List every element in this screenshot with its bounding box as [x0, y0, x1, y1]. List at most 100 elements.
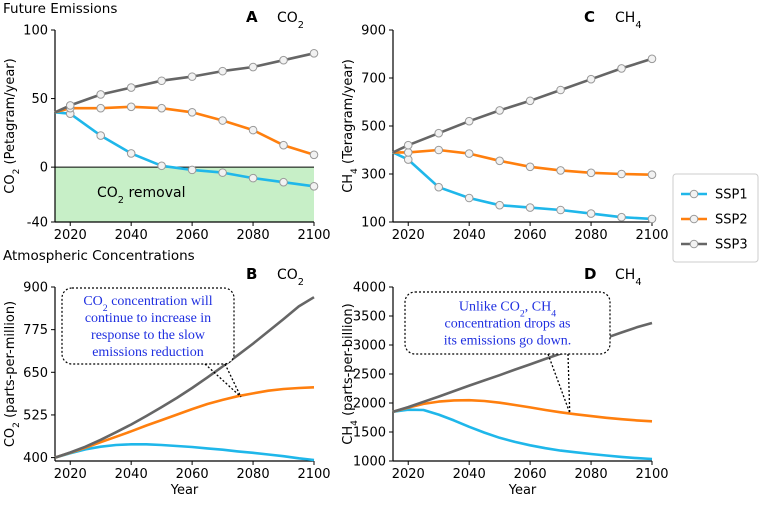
y-axis-label: CH4 (parts-per-billion): [341, 303, 360, 444]
y-tick-label: 0: [40, 161, 48, 176]
x-axis-label: Year: [508, 483, 537, 498]
panel-letter: D: [584, 265, 596, 283]
series-line-SSP1: [54, 442, 315, 462]
annotation-pointer: [224, 363, 242, 398]
x-tick-label: 2100: [635, 467, 668, 482]
data-point-SSP3: [464, 116, 474, 126]
section-title-concentrations: Atmospheric Concentrations: [3, 248, 195, 264]
panel-letter: C: [584, 8, 595, 26]
data-point-SSP1: [279, 177, 288, 187]
data-point-SSP2: [495, 156, 504, 166]
data-point-SSP2: [96, 103, 106, 113]
data-point-SSP1: [525, 203, 535, 212]
series-line-SSP3: [54, 296, 315, 459]
data-point-SSP1: [157, 161, 166, 171]
data-point-SSP1: [556, 205, 565, 215]
legend: SSP1 SSP2 SSP3: [672, 173, 759, 263]
annotation-pointer: [567, 353, 571, 413]
panel-letter: B: [246, 265, 257, 283]
y-tick-label: 1500: [353, 426, 386, 441]
legend-label-SSP2: SSP2: [715, 213, 748, 228]
data-point-SSP2: [187, 107, 197, 117]
x-tick-label: 2060: [514, 228, 547, 243]
data-point-SSP2: [309, 150, 319, 160]
data-point-SSP1: [495, 200, 504, 210]
panel-title: CH4: [615, 10, 642, 31]
data-point-SSP3: [309, 49, 319, 58]
panel-D: 2020 2040 2060 2080 2100 1000 1500 2000 2500 3000…: [341, 265, 669, 498]
data-point-SSP2: [586, 168, 596, 178]
legend-marker-SSP2: [689, 214, 699, 224]
data-point-SSP2: [248, 125, 258, 135]
y-tick-label: 100: [361, 216, 386, 231]
data-point-SSP1: [248, 173, 258, 183]
data-point-SSP1: [187, 165, 197, 175]
data-point-SSP2: [126, 102, 136, 112]
series-line-SSP3: [392, 57, 653, 154]
removal-label: CO2 removal: [97, 185, 186, 206]
y-tick-label: 775: [23, 323, 48, 338]
x-tick-label: 2080: [237, 467, 270, 482]
data-point-SSP2: [525, 162, 535, 172]
data-point-SSP3: [248, 62, 258, 72]
data-point-SSP2: [647, 170, 657, 180]
y-tick-label: 2000: [353, 397, 386, 412]
y-tick-label: 400: [23, 451, 48, 466]
data-point-SSP3: [495, 106, 504, 115]
data-point-SSP3: [617, 64, 626, 73]
x-tick-label: 2060: [176, 228, 209, 243]
panel-title: CH4: [615, 267, 642, 288]
x-tick-label: 2040: [453, 467, 486, 482]
data-point-SSP1: [617, 212, 626, 222]
data-point-SSP1: [309, 182, 319, 191]
y-tick-label: 4000: [353, 281, 386, 296]
annotation-text: its emissions go down.: [444, 334, 572, 349]
annotation-text: continue to increase in: [85, 311, 211, 326]
data-point-SSP3: [96, 90, 106, 99]
series-line-SSP2: [54, 105, 315, 157]
panel-A: CO2 removal 2020 2040 2060 2080 2100 -40 0 50 100…: [3, 8, 331, 243]
series-line-SSP1: [392, 151, 653, 221]
annotation-pointer: [547, 353, 571, 414]
series-line-SSP1: [392, 408, 653, 461]
annotation-box: [404, 291, 611, 355]
data-point-SSP1: [126, 149, 136, 158]
x-axis-label: Year: [170, 483, 199, 498]
y-tick-label: 900: [361, 24, 386, 39]
legend-label-SSP3: SSP3: [715, 238, 748, 253]
x-tick-label: 2020: [392, 467, 425, 482]
panel-C: 2020 2040 2060 2080 2100 100 300 500 700 900 CH4 (…: [341, 8, 669, 243]
panels: CO2 removal 2020 2040 2060 2080 2100 -40 0 50 100…: [3, 8, 669, 498]
annotation-text: response to the slow: [91, 328, 206, 343]
data-point-SSP1: [586, 209, 596, 218]
data-point-SSP3: [279, 55, 288, 65]
data-point-SSP3: [403, 140, 413, 150]
y-axis-label: CO2 (Petagram/year): [3, 58, 22, 193]
x-tick-label: 2020: [54, 467, 87, 482]
data-point-SSP1: [647, 214, 657, 224]
data-point-SSP1: [464, 193, 474, 203]
y-tick-label: 100: [23, 24, 48, 39]
annotation-box: [61, 287, 235, 365]
series-line-SSP2: [54, 386, 315, 459]
series-line-SSP1: [54, 111, 315, 188]
x-tick-label: 2040: [115, 228, 148, 243]
y-tick-label: 300: [361, 168, 386, 183]
y-tick-label: 2500: [353, 368, 386, 383]
y-axis-label: CO2 (parts-per-million): [3, 301, 22, 447]
series-line-SSP2: [393, 148, 653, 176]
data-point-SSP2: [279, 140, 288, 150]
x-tick-label: 2100: [297, 228, 330, 243]
data-point-SSP3: [525, 96, 535, 106]
x-tick-label: 2060: [514, 467, 547, 482]
legend-label-SSP1: SSP1: [715, 188, 748, 203]
legend-marker-SSP1: [689, 189, 699, 199]
annotation-text: CO2 concentration will: [83, 294, 212, 314]
panel-letter: A: [246, 8, 258, 26]
data-point-SSP3: [556, 85, 565, 95]
data-point-SSP3: [434, 128, 444, 138]
y-tick-label: 525: [23, 408, 48, 423]
y-tick-label: 700: [361, 72, 386, 87]
data-point-SSP3: [647, 54, 657, 64]
